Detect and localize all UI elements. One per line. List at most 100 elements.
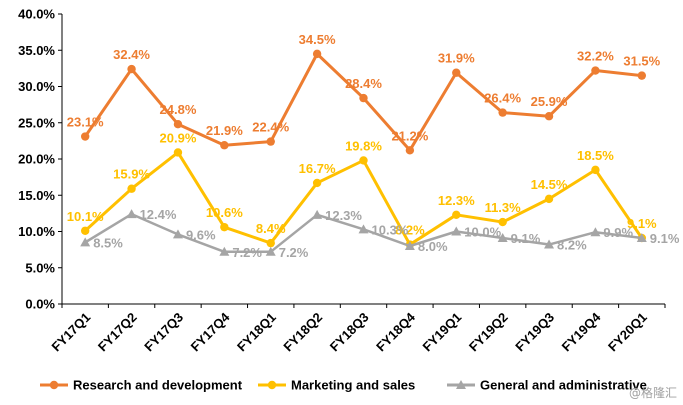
series-0 (80, 49, 647, 155)
x-tick-label: FY19Q1 (420, 310, 465, 355)
x-tick-label: FY18Q2 (280, 310, 325, 355)
legend-item: Research and development (40, 378, 243, 393)
data-label: 34.5% (299, 32, 336, 47)
data-label: 28.4% (345, 76, 382, 91)
legend: Research and development Marketing and sa… (40, 378, 647, 393)
y-tick-label: 10.0% (18, 224, 55, 239)
data-label: 9.1% (511, 231, 541, 246)
series-point (590, 227, 601, 237)
series-point (544, 239, 555, 249)
data-label: 9.9% (603, 225, 633, 240)
data-label: 14.5% (531, 177, 568, 192)
x-tick-label: FY17Q1 (48, 310, 93, 355)
data-label: 19.8% (345, 138, 382, 153)
series-point (312, 209, 323, 219)
watermark-icon: @ (628, 386, 641, 400)
y-tick-label: 25.0% (18, 115, 55, 130)
data-label: 8.2% (395, 223, 425, 238)
legend-marker (267, 380, 277, 390)
series-point (266, 137, 275, 146)
series-point (127, 184, 136, 193)
series-point (358, 224, 369, 234)
series-point (498, 217, 507, 227)
series-point (173, 120, 183, 129)
data-label: 16.7% (299, 161, 336, 176)
series-point (497, 233, 508, 243)
x-tick-label: FY18Q1 (234, 310, 279, 355)
data-label: 20.9% (160, 130, 197, 145)
data-label: 12.3% (325, 208, 362, 223)
data-label: 7.2% (279, 245, 309, 260)
data-label: 10.3% (372, 222, 409, 237)
x-tick-label: FY19Q3 (512, 310, 557, 355)
x-tick-label: FY17Q4 (188, 309, 233, 354)
legend-label: General and administrative (480, 378, 647, 393)
legend-item: General and administrative (447, 378, 647, 393)
series-1 (80, 148, 647, 249)
data-label: 24.8% (160, 102, 197, 117)
data-label: 32.4% (113, 47, 150, 62)
series-point (80, 237, 91, 247)
x-tick-label: FY18Q4 (373, 309, 418, 354)
watermark: @格隆汇 (629, 384, 677, 401)
series-layer (80, 49, 647, 256)
y-tick-label: 35.0% (18, 43, 55, 58)
data-label: 9.1% (627, 216, 657, 231)
data-label: 22.4% (252, 120, 289, 135)
data-label: 10.1% (67, 209, 104, 224)
series-point (498, 108, 507, 117)
data-label: 8.2% (557, 238, 587, 253)
series-point (219, 246, 230, 256)
data-label: 10.6% (206, 205, 243, 220)
y-tick-label: 20.0% (18, 152, 55, 167)
series-point (220, 222, 229, 232)
legend-marker (49, 380, 59, 390)
data-label: 18.5% (577, 148, 614, 163)
data-label: 15.9% (113, 167, 150, 182)
x-tick-label: FY19Q4 (559, 309, 604, 354)
series-point (451, 226, 462, 236)
data-label: 23.1% (67, 115, 104, 130)
series-point (359, 156, 368, 165)
data-label: 25.9% (531, 94, 568, 109)
series-point (220, 141, 229, 150)
y-tick-label: 5.0% (25, 260, 55, 275)
data-label: 9.6% (186, 227, 216, 242)
series-point (544, 112, 554, 121)
series-point (172, 229, 183, 239)
legend-marker (456, 380, 466, 389)
series-point (126, 209, 137, 219)
series-point (544, 194, 554, 204)
series-point (591, 165, 600, 175)
data-label: 11.3% (485, 200, 522, 215)
data-labels-layer: 23.1% 32.4% 24.8% 21.9% 22.4% 34.5% 28.4% 21.2%… (67, 32, 680, 260)
legend-label: Research and development (73, 378, 243, 393)
data-label: 8.5% (93, 235, 123, 250)
series-point (80, 226, 90, 235)
y-tick-label: 15.0% (18, 188, 55, 203)
data-label: 9.1% (650, 231, 680, 246)
series-point (452, 210, 461, 220)
data-label: 26.4% (484, 91, 521, 106)
y-tick-label: 0.0% (25, 297, 55, 312)
x-tick-label: FY17Q2 (95, 310, 140, 355)
legend-item: Marketing and sales (258, 378, 415, 393)
data-label: 12.4% (140, 207, 177, 222)
series-point (266, 238, 275, 248)
x-tick-label: FY18Q3 (327, 310, 372, 355)
data-label: 12.3% (438, 193, 475, 208)
series-point (404, 241, 415, 250)
y-tick-label: 30.0% (18, 79, 55, 94)
series-point (127, 64, 136, 74)
data-label: 21.2% (391, 128, 428, 143)
series-point (265, 246, 276, 256)
series-point (80, 132, 90, 141)
series-point (312, 49, 322, 59)
x-tick-label: FY20Q1 (605, 310, 650, 355)
series-point (312, 178, 322, 188)
series-point (359, 93, 368, 103)
data-label: 31.9% (438, 51, 475, 66)
series-point (591, 66, 600, 75)
y-tick-label: 40.0% (18, 7, 55, 22)
